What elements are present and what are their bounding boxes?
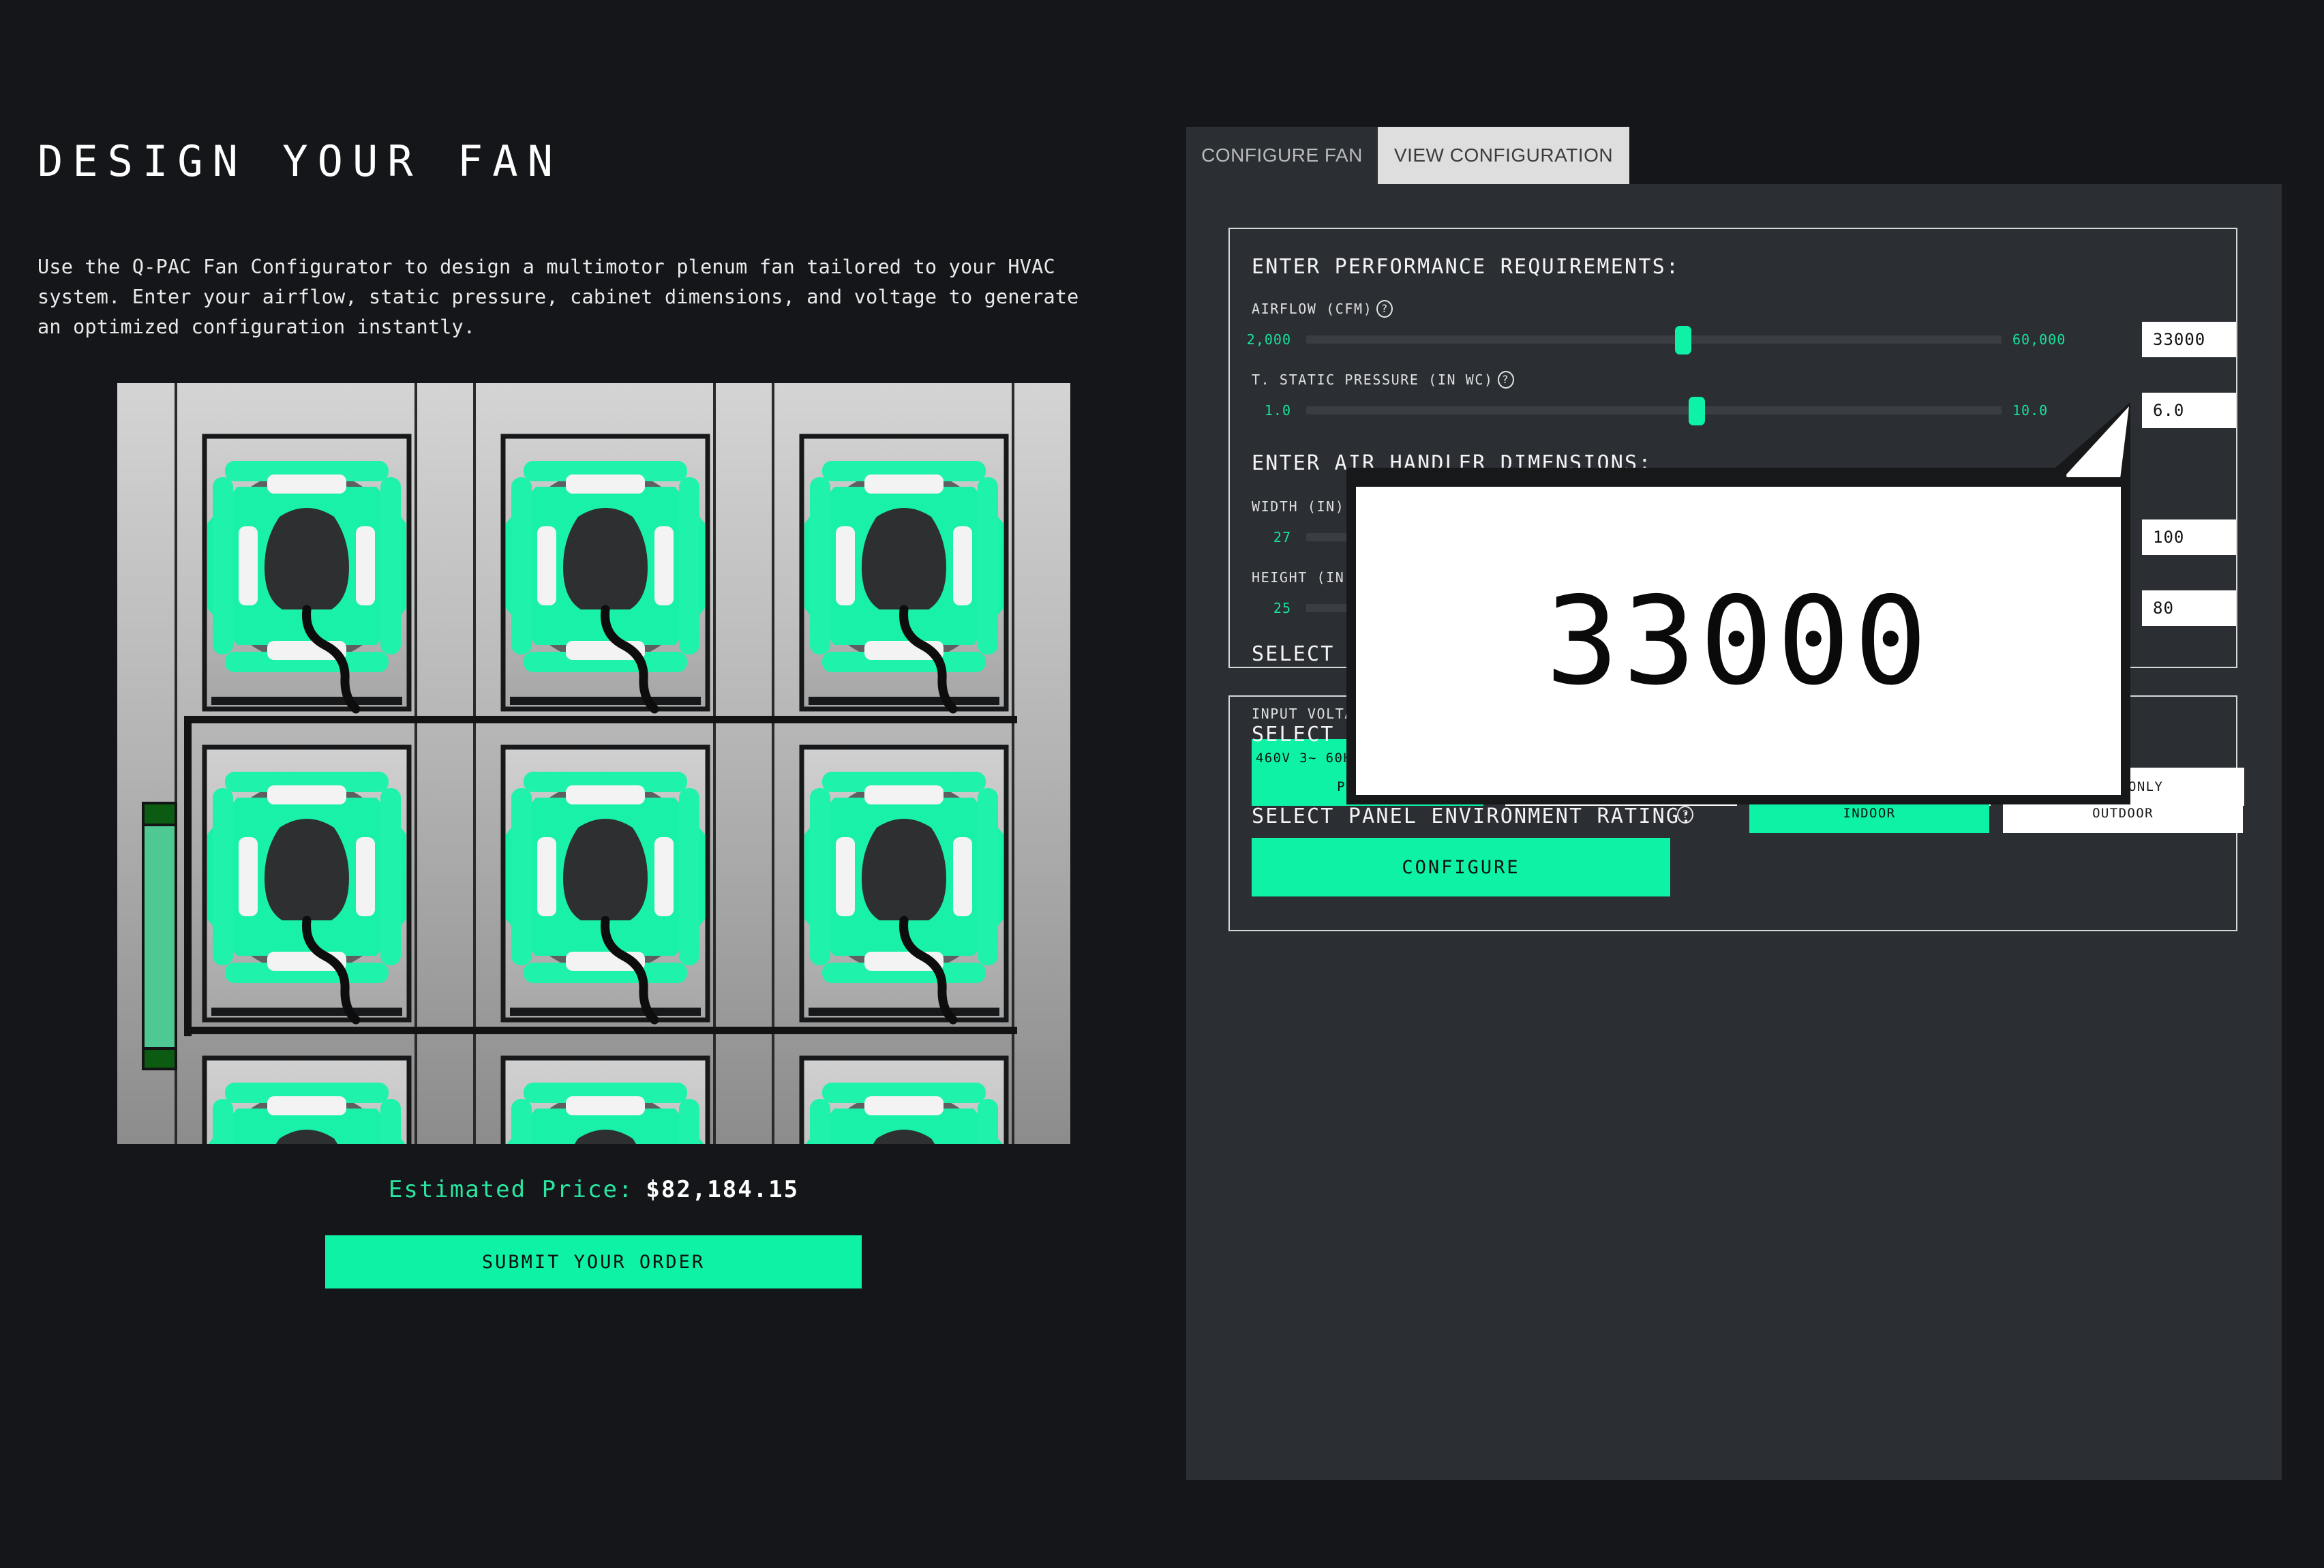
airflow-label-text: AIRFLOW (CFM) bbox=[1252, 301, 1373, 317]
airflow-label: AIRFLOW (CFM) ? bbox=[1252, 300, 1393, 318]
performance-heading: ENTER PERFORMANCE REQUIREMENTS: bbox=[1252, 255, 1680, 279]
estimated-price-label: Estimated Price: bbox=[388, 1176, 634, 1203]
width-label-text: WIDTH (IN) bbox=[1252, 498, 1345, 515]
magnifier-box: 33000 bbox=[1346, 477, 2130, 804]
fan-preview-diagram bbox=[117, 383, 1070, 1144]
estimated-price-value: $82,184.15 bbox=[646, 1176, 800, 1203]
value-magnifier-callout: 33000 bbox=[1346, 402, 2164, 804]
submit-order-button[interactable]: SUBMIT YOUR ORDER bbox=[325, 1235, 862, 1288]
static-pressure-min: 1.0 bbox=[1264, 402, 1291, 419]
height-min: 25 bbox=[1273, 600, 1291, 616]
estimated-price: Estimated Price: $82,184.15 bbox=[117, 1176, 1070, 1203]
height-label-text: HEIGHT (IN) bbox=[1252, 569, 1355, 586]
configure-button[interactable]: CONFIGURE bbox=[1252, 838, 1670, 896]
left-column: DESIGN YOUR FAN Use the Q-PAC Fan Config… bbox=[37, 136, 1079, 1288]
static-pressure-max: 10.0 bbox=[2012, 402, 2049, 419]
static-pressure-slider-thumb[interactable] bbox=[1689, 397, 1705, 425]
static-pressure-slider-row: 1.0 10.0 bbox=[1230, 397, 2137, 425]
panel-body: ENTER PERFORMANCE REQUIREMENTS: AIRFLOW … bbox=[1186, 184, 2282, 1480]
help-icon[interactable]: ? bbox=[1677, 806, 1693, 824]
airflow-max: 60,000 bbox=[2012, 331, 2066, 348]
width-input[interactable] bbox=[2142, 519, 2236, 555]
width-min: 27 bbox=[1273, 529, 1291, 545]
static-pressure-label-text: T. STATIC PRESSURE (IN WC) bbox=[1252, 372, 1494, 388]
tab-configure-fan[interactable]: CONFIGURE FAN bbox=[1186, 127, 1378, 184]
airflow-input[interactable] bbox=[2142, 322, 2236, 357]
help-icon[interactable]: ? bbox=[1376, 300, 1393, 318]
page-title: DESIGN YOUR FAN bbox=[37, 136, 562, 186]
help-icon[interactable]: ? bbox=[1497, 371, 1514, 389]
airflow-slider-thumb[interactable] bbox=[1674, 326, 1691, 355]
static-pressure-input[interactable] bbox=[2142, 393, 2236, 428]
tab-view-configuration[interactable]: VIEW CONFIGURATION bbox=[1378, 127, 1629, 184]
environment-rating-heading: SELECT PANEL ENVIRONMENT RATING: bbox=[1252, 804, 1694, 828]
static-pressure-slider-track[interactable] bbox=[1306, 397, 2002, 425]
height-input[interactable] bbox=[2142, 590, 2236, 626]
intro-paragraph: Use the Q-PAC Fan Configurator to design… bbox=[37, 256, 1079, 338]
airflow-slider-track[interactable] bbox=[1306, 326, 2002, 355]
airflow-min: 2,000 bbox=[1246, 331, 1291, 348]
magnifier-value: 33000 bbox=[1545, 570, 1931, 712]
fan-array-svg bbox=[117, 383, 1070, 1144]
static-pressure-label: T. STATIC PRESSURE (IN WC) ? bbox=[1252, 371, 1514, 389]
airflow-slider-row: 2,000 60,000 bbox=[1230, 326, 2137, 355]
